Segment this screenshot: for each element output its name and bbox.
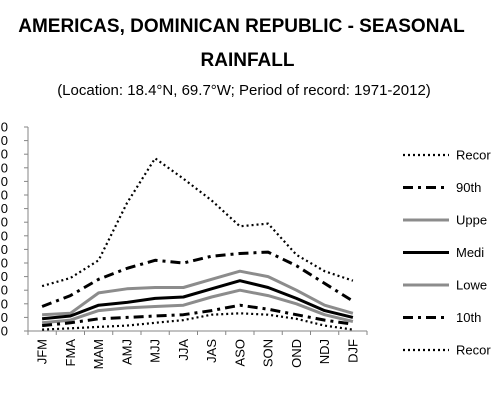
y-tick-label: 0 <box>1 133 8 148</box>
y-tick-label: 0 <box>1 242 8 257</box>
y-tick-label: 0 <box>1 120 8 135</box>
series-line-1 <box>41 157 354 288</box>
series-line-6 <box>41 303 354 328</box>
y-tick-label: 0 <box>1 160 8 175</box>
legend-label-3: Uppe <box>456 213 487 228</box>
legend-label-4: Medi <box>456 245 484 260</box>
x-tick-label: JAS <box>204 339 219 363</box>
x-tick-label: ASO <box>232 339 247 366</box>
y-tick-label: 0 <box>1 147 8 162</box>
chart-title-line-2: RAINFALL <box>200 50 295 71</box>
legend-label-1: Recor <box>456 148 491 163</box>
x-tick-label: FMA <box>63 339 78 367</box>
series-line-2 <box>41 250 354 308</box>
series-line-5 <box>41 288 354 325</box>
x-tick-label: OND <box>289 339 304 368</box>
x-tick-label: SON <box>261 339 276 367</box>
y-tick-label: 0 <box>1 269 8 284</box>
y-tick-label: 0 <box>1 324 8 339</box>
y-tick-label: 0 <box>1 174 8 189</box>
chart-title-line-1: AMERICAS, DOMINICAN REPUBLIC - SEASONAL <box>18 16 465 37</box>
chart-subtitle: (Location: 18.4°N, 69.7°W; Period of rec… <box>57 82 431 99</box>
legend-label-5: Lowe <box>456 278 487 293</box>
y-tick-label: 0 <box>1 215 8 230</box>
legend-label-2: 90th <box>456 180 481 195</box>
x-tick-label: JJA <box>176 339 191 361</box>
series-line-3 <box>42 269 354 317</box>
y-tick-label: 0 <box>1 256 8 271</box>
series-line-4 <box>41 279 354 321</box>
y-tick-label: 0 <box>1 296 8 311</box>
x-tick-label: MJJ <box>148 339 163 363</box>
legend-label-7: Recor <box>456 343 491 358</box>
y-tick-label: 0 <box>1 283 8 298</box>
y-tick-label: 0 <box>1 188 8 203</box>
y-tick-label: 0 <box>1 310 8 325</box>
x-tick-label: JFM <box>35 339 50 364</box>
y-tick-label: 0 <box>1 201 8 216</box>
series-line-7 <box>42 312 354 331</box>
legend-label-6: 10th <box>456 310 481 325</box>
x-tick-label: MAM <box>91 339 106 369</box>
x-tick-label: DJF <box>345 339 360 363</box>
y-tick-label: 0 <box>1 228 8 243</box>
x-tick-label: AMJ <box>119 339 134 365</box>
x-tick-label: NDJ <box>317 339 332 364</box>
